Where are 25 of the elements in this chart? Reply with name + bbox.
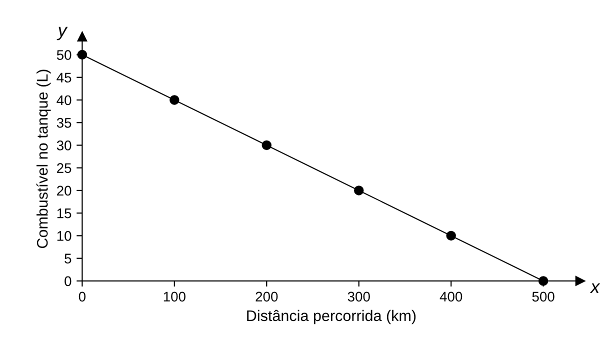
y-tick-label: 10	[57, 231, 72, 241]
x-tick-label: 300	[348, 292, 370, 302]
point	[262, 140, 272, 150]
y-tick-label: 25	[57, 163, 72, 174]
x-tick-label: 400	[440, 292, 462, 302]
x-tick-label: 0	[78, 292, 86, 302]
point	[170, 95, 180, 105]
y-tick-label: 50	[56, 50, 72, 60]
y-tick-label: 40	[56, 95, 72, 106]
x-axis-title: Distância percorrida (km)	[247, 310, 416, 324]
point	[446, 230, 456, 241]
y-tick-label: 15	[57, 208, 72, 218]
x-tick-label: 100	[164, 292, 186, 302]
x-tick-label: 200	[256, 292, 278, 302]
text: y	[56, 26, 68, 40]
y-tick-label: 35	[56, 118, 72, 128]
y-tick-label: 0	[64, 276, 72, 286]
x-tick-label: 500	[532, 292, 554, 302]
y-tick-label: 30	[56, 140, 72, 150]
y-axis-title: Combustível no tanque (L)	[36, 70, 51, 248]
y-tick-label: 45	[56, 72, 72, 83]
point	[354, 186, 364, 196]
y-tick-label: 5	[64, 254, 72, 264]
text: x	[590, 283, 600, 293]
y-tick-label: 20	[57, 186, 72, 196]
